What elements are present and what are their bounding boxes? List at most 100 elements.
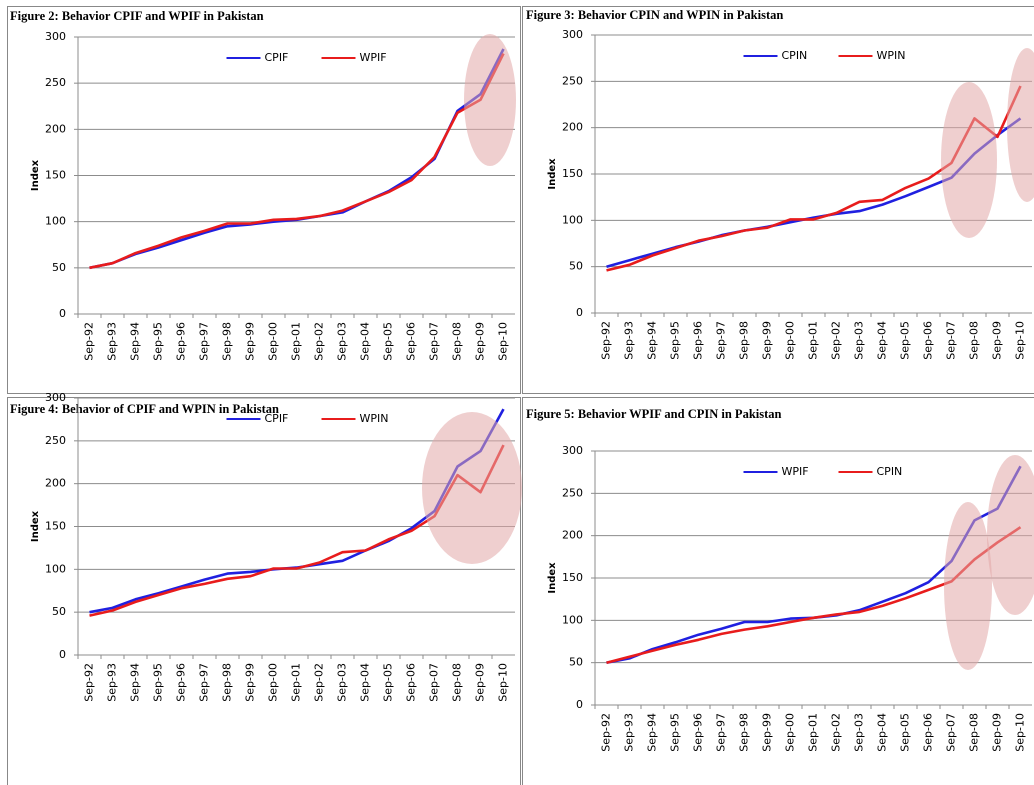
- x-tick-label: Sep-95: [152, 663, 165, 702]
- x-tick-label: Sep-99: [244, 322, 257, 361]
- panel-frame: [522, 6, 1034, 394]
- x-tick-label: Sep-96: [692, 321, 705, 360]
- x-tick-label: Sep-08: [968, 321, 981, 360]
- x-tick-label: Sep-03: [853, 713, 866, 752]
- y-tick-label: 100: [562, 213, 583, 226]
- x-tick-label: Sep-04: [359, 322, 372, 361]
- x-tick-label: Sep-97: [715, 713, 728, 752]
- x-tick-label: Sep-07: [945, 713, 958, 752]
- x-tick-label: Sep-99: [761, 713, 774, 752]
- y-tick-label: 200: [562, 529, 583, 542]
- chart-title: Figure 4: Behavior of CPIF and WPIN in P…: [10, 402, 279, 416]
- x-tick-label: Sep-94: [646, 321, 659, 360]
- highlight-ellipse: [1007, 48, 1034, 202]
- y-tick-label: 50: [52, 261, 66, 274]
- y-tick-label: 300: [45, 30, 66, 43]
- x-tick-label: Sep-00: [784, 321, 797, 360]
- x-tick-label: Sep-05: [382, 663, 395, 702]
- chart-title: Figure 3: Behavior CPIN and WPIN in Paki…: [526, 8, 783, 22]
- panel-frame: [7, 6, 521, 394]
- x-tick-label: Sep-97: [715, 321, 728, 360]
- legend-label: WPIF: [360, 51, 387, 64]
- y-tick-label: 300: [45, 391, 66, 404]
- x-tick-label: Sep-93: [623, 321, 636, 360]
- x-tick-label: Sep-00: [267, 663, 280, 702]
- y-tick-label: 250: [562, 486, 583, 499]
- x-tick-label: Sep-95: [669, 713, 682, 752]
- y-tick-label: 0: [59, 648, 66, 661]
- x-tick-label: Sep-10: [1014, 713, 1027, 752]
- x-tick-label: Sep-98: [221, 663, 234, 702]
- legend-label: CPIN: [877, 465, 903, 478]
- x-tick-label: Sep-05: [382, 322, 395, 361]
- y-axis-label: Index: [30, 510, 41, 542]
- x-tick-label: Sep-00: [267, 322, 280, 361]
- x-tick-label: Sep-92: [600, 321, 613, 360]
- y-tick-label: 150: [45, 169, 66, 182]
- y-tick-label: 100: [45, 562, 66, 575]
- x-tick-label: Sep-10: [497, 322, 510, 361]
- x-tick-label: Sep-99: [244, 663, 257, 702]
- x-tick-label: Sep-99: [761, 321, 774, 360]
- series-line: [89, 53, 505, 270]
- x-tick-label: Sep-00: [784, 713, 797, 752]
- highlight-ellipse: [464, 34, 516, 166]
- x-tick-label: Sep-10: [497, 663, 510, 702]
- x-tick-label: Sep-03: [853, 321, 866, 360]
- legend-label: WPIN: [360, 412, 389, 425]
- y-tick-label: 250: [45, 76, 66, 89]
- y-tick-label: 200: [45, 122, 66, 135]
- y-tick-label: 0: [576, 698, 583, 711]
- y-tick-label: 250: [562, 74, 583, 87]
- highlight-ellipse: [944, 502, 992, 670]
- x-tick-label: Sep-02: [313, 322, 326, 361]
- y-tick-label: 0: [576, 306, 583, 319]
- x-tick-label: Sep-04: [876, 713, 889, 752]
- x-tick-label: Sep-01: [290, 322, 303, 361]
- x-tick-label: Sep-93: [106, 322, 119, 361]
- x-tick-label: Sep-93: [106, 663, 119, 702]
- x-tick-label: Sep-07: [428, 663, 441, 702]
- y-tick-label: 50: [569, 656, 583, 669]
- legend-label: CPIF: [265, 51, 289, 64]
- y-tick-label: 150: [562, 167, 583, 180]
- x-tick-label: Sep-98: [221, 322, 234, 361]
- y-tick-label: 50: [52, 605, 66, 618]
- x-tick-label: Sep-06: [405, 322, 418, 361]
- y-tick-label: 150: [562, 571, 583, 584]
- y-tick-label: 100: [562, 613, 583, 626]
- y-tick-label: 150: [45, 520, 66, 533]
- x-tick-label: Sep-96: [175, 663, 188, 702]
- legend-label: CPIN: [782, 49, 808, 62]
- x-tick-label: Sep-09: [991, 713, 1004, 752]
- x-tick-label: Sep-93: [623, 713, 636, 752]
- x-tick-label: Sep-96: [692, 713, 705, 752]
- legend-label: CPIF: [265, 412, 289, 425]
- legend-label: WPIN: [877, 49, 906, 62]
- series-line: [89, 48, 505, 270]
- chart-title: Figure 5: Behavior WPIF and CPIN in Paki…: [526, 407, 782, 421]
- chart-title: Figure 2: Behavior CPIF and WPIF in Paki…: [10, 9, 264, 23]
- highlight-ellipse: [422, 412, 522, 564]
- y-tick-label: 0: [59, 307, 66, 320]
- x-tick-label: Sep-95: [152, 322, 165, 361]
- x-tick-label: Sep-09: [474, 322, 487, 361]
- x-tick-label: Sep-05: [899, 321, 912, 360]
- x-tick-label: Sep-09: [474, 663, 487, 702]
- y-axis-label: Index: [30, 159, 41, 191]
- x-tick-label: Sep-02: [313, 663, 326, 702]
- x-tick-label: Sep-97: [198, 663, 211, 702]
- x-tick-label: Sep-98: [738, 321, 751, 360]
- x-tick-label: Sep-97: [198, 322, 211, 361]
- x-tick-label: Sep-06: [922, 713, 935, 752]
- x-tick-label: Sep-92: [600, 713, 613, 752]
- y-tick-label: 50: [569, 260, 583, 273]
- x-tick-label: Sep-01: [807, 321, 820, 360]
- x-tick-label: Sep-94: [646, 713, 659, 752]
- x-tick-label: Sep-07: [945, 321, 958, 360]
- highlights: [422, 34, 1034, 670]
- x-tick-label: Sep-98: [738, 713, 751, 752]
- panel-frame: [522, 397, 1034, 785]
- y-tick-label: 250: [45, 434, 66, 447]
- x-tick-label: Sep-92: [83, 663, 96, 702]
